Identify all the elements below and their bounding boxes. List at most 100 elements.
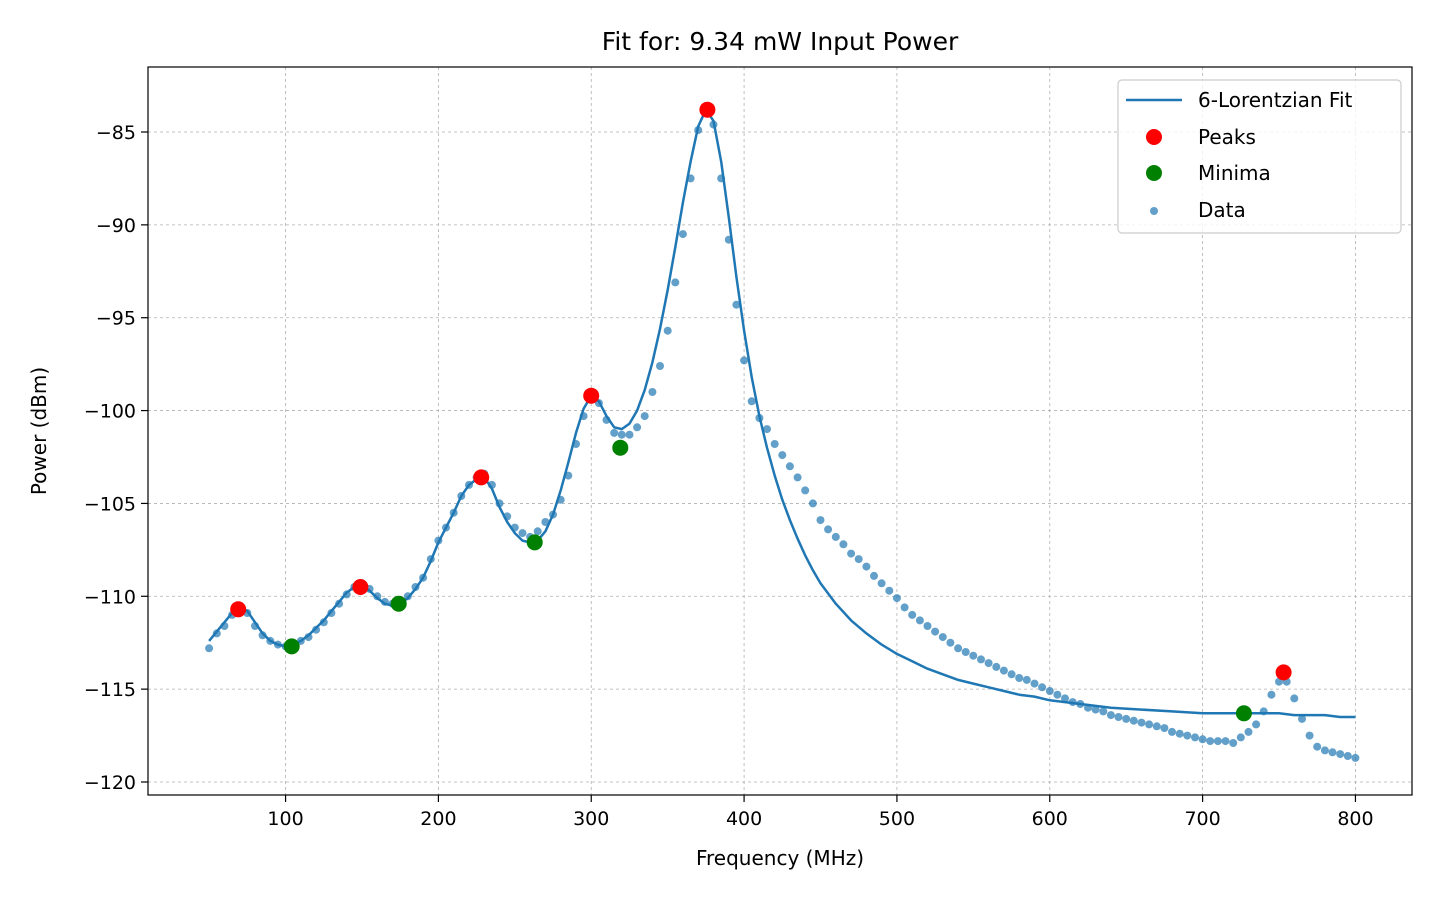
legend-minima-marker-icon (1146, 165, 1162, 181)
minimum-marker (283, 638, 300, 655)
x-tick-label: 500 (879, 808, 915, 830)
minimum-marker (526, 534, 543, 551)
data-point (457, 492, 466, 500)
legend-box (1117, 79, 1402, 234)
data-point (1290, 694, 1299, 703)
data-point (1129, 716, 1138, 725)
data-point (258, 631, 267, 640)
data-point (327, 609, 336, 617)
data-point (1206, 737, 1215, 746)
data-point (854, 555, 863, 564)
data-point (862, 562, 871, 571)
data-point (1313, 742, 1322, 751)
x-tick-label: 800 (1337, 808, 1373, 830)
data-point (999, 666, 1008, 675)
data-point (1084, 703, 1092, 712)
data-point (319, 618, 328, 627)
data-point (503, 512, 512, 521)
data-point (625, 430, 634, 439)
data-point (518, 529, 527, 538)
data-point (1244, 727, 1253, 736)
data-point (533, 527, 542, 536)
data-point (740, 356, 749, 365)
y-tick-label: −85 (96, 122, 136, 144)
x-tick-label: 600 (1032, 808, 1068, 830)
data-point (617, 430, 626, 439)
peak-marker (583, 387, 600, 404)
data-point (824, 525, 833, 534)
legend-fit-label: 6-Lorentzian Fit (1198, 88, 1353, 112)
minima-series (283, 439, 1252, 722)
data-point (785, 462, 794, 471)
data-point (946, 638, 955, 647)
data-point (549, 510, 557, 519)
data-point (992, 662, 1001, 671)
data-point (831, 532, 840, 541)
data-point (1183, 731, 1192, 740)
y-ticks: −85 −90 −95 −100 −105 −110 −115 −120 (84, 122, 148, 794)
data-point (961, 648, 970, 656)
data-point (671, 278, 680, 287)
data-point (304, 633, 313, 642)
data-point (1336, 750, 1345, 759)
x-tick-label: 200 (420, 808, 456, 830)
data-point (434, 536, 443, 545)
peak-marker (699, 101, 716, 118)
data-point (885, 586, 894, 595)
data-point (870, 571, 878, 580)
data-point (1213, 737, 1222, 746)
data-point (610, 428, 619, 437)
y-tick-label: −90 (96, 215, 136, 237)
y-tick-label: −100 (84, 401, 136, 423)
data-point (732, 300, 741, 309)
data-point (510, 523, 519, 532)
peak-marker (230, 601, 247, 618)
data-point (426, 555, 435, 564)
data-point (808, 499, 817, 508)
data-point (541, 518, 550, 526)
data-point (755, 414, 764, 422)
data-point (1068, 698, 1077, 707)
data-point (640, 412, 649, 421)
data-point (724, 235, 733, 244)
data-point (877, 579, 886, 588)
data-point (984, 659, 993, 668)
fit-series (208, 108, 1356, 719)
y-tick-label: −115 (84, 679, 136, 701)
chart-title: Fit for: 9.34 mW Input Power (602, 27, 959, 56)
data-point (1198, 735, 1207, 744)
data-point (694, 126, 703, 135)
data-point (1106, 711, 1115, 720)
data-point (778, 451, 787, 460)
data-point (1175, 729, 1184, 738)
data-point (579, 412, 588, 421)
data-point (763, 425, 771, 434)
data-point (1298, 714, 1306, 723)
data-point (839, 540, 848, 549)
data-point (1259, 707, 1268, 716)
data-point (709, 120, 718, 129)
data-point (1038, 683, 1047, 692)
data-point (564, 471, 573, 480)
data-point (633, 423, 642, 432)
data-point (602, 415, 611, 424)
data-point (1007, 670, 1016, 679)
legend: 6-Lorentzian Fit Peaks Minima Data (1117, 79, 1402, 234)
data-point (1076, 700, 1085, 708)
peak-marker (352, 579, 369, 595)
data-point (678, 230, 687, 239)
data-point (335, 599, 344, 608)
data-point (1114, 713, 1123, 721)
data-point (747, 397, 756, 406)
data-point (449, 508, 458, 517)
data-point (380, 597, 389, 606)
peaks-series (230, 101, 1292, 681)
data-point (1252, 720, 1261, 729)
x-ticks: 100 200 300 400 500 600 700 800 (267, 795, 1374, 830)
data-point (556, 495, 565, 504)
data-point (770, 440, 779, 448)
data-point (373, 592, 382, 601)
data-point (1320, 746, 1329, 755)
y-axis-label: Power (dBm) (27, 367, 51, 495)
